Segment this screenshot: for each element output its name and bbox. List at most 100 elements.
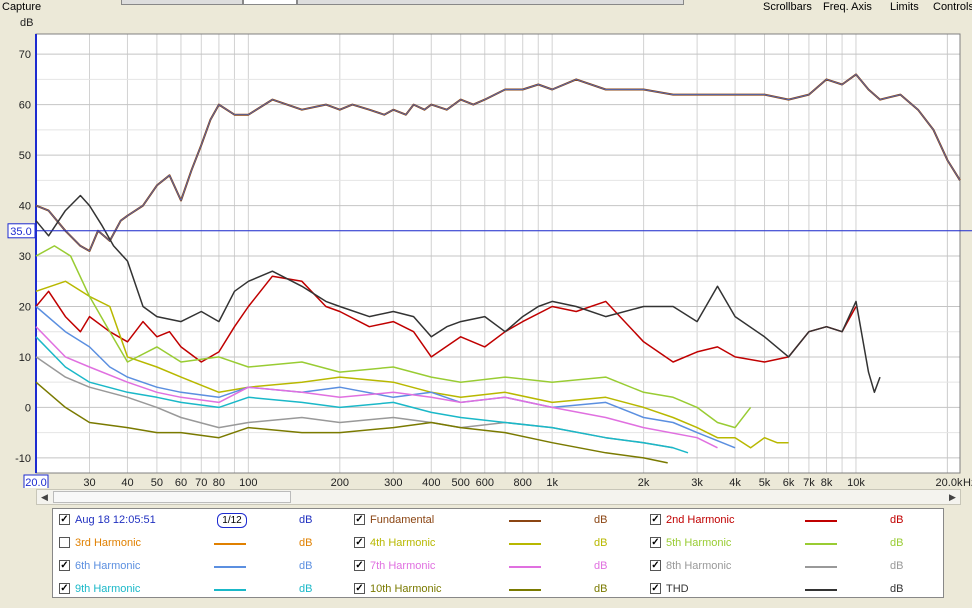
checkbox-6th-harmonic[interactable]: ✓ xyxy=(59,560,70,571)
x-tick-label: 7k xyxy=(803,477,815,488)
legend-item-3rd-harmonic[interactable]: 3rd Harmonic dB xyxy=(59,534,344,552)
menu-limits[interactable]: Limits xyxy=(890,1,919,13)
toolbar-tab-stub[interactable] xyxy=(297,0,684,5)
legend-swatch[interactable] xyxy=(805,520,837,522)
series-line-4th-harmonic xyxy=(35,280,789,449)
legend-label: 7th Harmonic xyxy=(370,560,436,572)
x-tick-label: 40 xyxy=(121,477,133,488)
legend-swatch[interactable] xyxy=(805,566,837,568)
legend-unit: dB xyxy=(890,537,904,549)
legend-item-5th-harmonic[interactable]: ✓ 5th Harmonic dB xyxy=(650,534,935,552)
legend-item-10th-harmonic[interactable]: ✓ 10th Harmonic dB xyxy=(354,580,639,598)
plot-area[interactable] xyxy=(36,34,960,473)
checkbox-9th-harmonic[interactable]: ✓ xyxy=(59,583,70,594)
legend-label: 4th Harmonic xyxy=(370,537,436,549)
legend-unit: dB xyxy=(299,583,313,595)
frequency-response-chart[interactable]: -10 0 10 20 30 40 50 60 70 dB 30 40 50 60 70 80 100 200 30… xyxy=(0,14,972,488)
legend-unit: dB xyxy=(890,583,904,595)
x-start-label: 20.0 xyxy=(25,477,46,488)
legend-swatch[interactable] xyxy=(805,589,837,591)
x-start-box xyxy=(23,474,49,488)
legend-unit: dB xyxy=(594,537,608,549)
y-tick-label: 40 xyxy=(19,201,31,213)
checkbox-10th-harmonic[interactable]: ✓ xyxy=(354,583,365,594)
x-tick-label: 6k xyxy=(783,477,795,488)
x-tick-label: 80 xyxy=(213,477,225,488)
legend-unit: dB xyxy=(890,514,904,526)
legend-item-fundamental[interactable]: ✓ Fundamental dB xyxy=(354,511,639,529)
scrollbar-thumb[interactable] xyxy=(53,491,291,503)
legend-swatch[interactable] xyxy=(214,589,246,591)
cursor[interactable]: 35.0 xyxy=(7,223,972,239)
legend-label: 8th Harmonic xyxy=(666,560,732,572)
checkbox-fundamental[interactable]: ✓ xyxy=(354,514,365,525)
series-line-7th-harmonic xyxy=(35,326,718,449)
horizontal-scrollbar[interactable]: ◀ ▶ xyxy=(36,489,961,505)
legend-swatch[interactable] xyxy=(214,566,246,568)
y-tick-label: 10 xyxy=(19,352,31,364)
legend-item-4th-harmonic[interactable]: ✓ 4th Harmonic dB xyxy=(354,534,639,552)
x-tick-label: 60 xyxy=(175,477,187,488)
checkbox-8th-harmonic[interactable]: ✓ xyxy=(650,560,661,571)
x-tick-label: 500 xyxy=(452,477,470,488)
legend-item-9th-harmonic[interactable]: ✓ 9th Harmonic dB xyxy=(59,580,344,598)
legend-label: THD xyxy=(666,583,689,595)
checkbox-3rd-harmonic[interactable] xyxy=(59,537,70,548)
scroll-left-icon[interactable]: ◀ xyxy=(41,492,48,502)
checkbox-7th-harmonic[interactable]: ✓ xyxy=(354,560,365,571)
toolbar-tab-stub-active[interactable] xyxy=(243,0,297,5)
top-toolbar: Capture Scrollbars Freq. Axis Limits Con… xyxy=(0,0,972,16)
legend-swatch[interactable] xyxy=(509,520,541,522)
legend-unit: dB xyxy=(299,537,313,549)
legend-label: 5th Harmonic xyxy=(666,537,732,549)
series-line-6th-harmonic xyxy=(35,305,736,449)
toolbar-tab-stub[interactable] xyxy=(121,0,243,5)
legend-swatch[interactable] xyxy=(509,543,541,545)
series-line-5th-harmonic xyxy=(35,245,752,429)
legend-label: 10th Harmonic xyxy=(370,583,442,595)
measurement-date: Aug 18 12:05:51 xyxy=(75,514,156,526)
checkbox-4th-harmonic[interactable]: ✓ xyxy=(354,537,365,548)
legend-swatch[interactable] xyxy=(509,566,541,568)
y-tick-label: 20 xyxy=(19,301,31,313)
x-tick-label: 5k xyxy=(759,477,771,488)
legend-measurement[interactable]: ✓ Aug 18 12:05:51 1/12 dB xyxy=(59,511,329,529)
cursor-box xyxy=(7,223,36,239)
cursor-label: 35.0 xyxy=(10,226,31,238)
legend-label: Fundamental xyxy=(370,514,435,526)
x-tick-label: 400 xyxy=(422,477,440,488)
series-line-fundamental-overlay xyxy=(35,74,961,252)
legend-label: 2nd Harmonic xyxy=(666,514,735,526)
checkbox[interactable]: ✓ xyxy=(59,514,70,525)
x-tick-label: 8k xyxy=(821,477,833,488)
menu-scrollbars[interactable]: Scrollbars xyxy=(763,1,812,13)
legend-item-thd[interactable]: ✓ THD dB xyxy=(650,580,935,598)
legend-swatch[interactable] xyxy=(214,543,246,545)
checkbox-thd[interactable]: ✓ xyxy=(650,583,661,594)
legend-item-6th-harmonic[interactable]: ✓ 6th Harmonic dB xyxy=(59,557,344,575)
legend-label: 6th Harmonic xyxy=(75,560,141,572)
menu-freq-axis[interactable]: Freq. Axis xyxy=(823,1,872,13)
checkbox-5th-harmonic[interactable]: ✓ xyxy=(650,537,661,548)
checkbox-2nd-harmonic[interactable]: ✓ xyxy=(650,514,661,525)
legend-unit: dB xyxy=(299,514,313,526)
y-tick-label: 30 xyxy=(19,251,31,263)
legend-unit: dB xyxy=(594,583,608,595)
x-tick-label: 3k xyxy=(691,477,703,488)
x-tick-label: 10k xyxy=(847,477,865,488)
series-line-thd xyxy=(35,194,881,394)
y-axis-label: dB xyxy=(20,17,33,29)
scroll-right-icon[interactable]: ▶ xyxy=(949,492,956,502)
legend-label: 3rd Harmonic xyxy=(75,537,142,549)
smoothing-badge[interactable]: 1/12 xyxy=(217,513,247,528)
x-tick-label: 300 xyxy=(384,477,402,488)
legend-item-7th-harmonic[interactable]: ✓ 7th Harmonic dB xyxy=(354,557,639,575)
menu-controls[interactable]: Controls xyxy=(933,1,972,13)
y-tick-label: 0 xyxy=(25,402,31,414)
y-tick-label: 70 xyxy=(19,49,31,61)
series-layer xyxy=(35,73,961,464)
legend-swatch[interactable] xyxy=(805,543,837,545)
legend-item-8th-harmonic[interactable]: ✓ 8th Harmonic dB xyxy=(650,557,935,575)
legend-item-2nd-harmonic[interactable]: ✓ 2nd Harmonic dB xyxy=(650,511,935,529)
legend-swatch[interactable] xyxy=(509,589,541,591)
